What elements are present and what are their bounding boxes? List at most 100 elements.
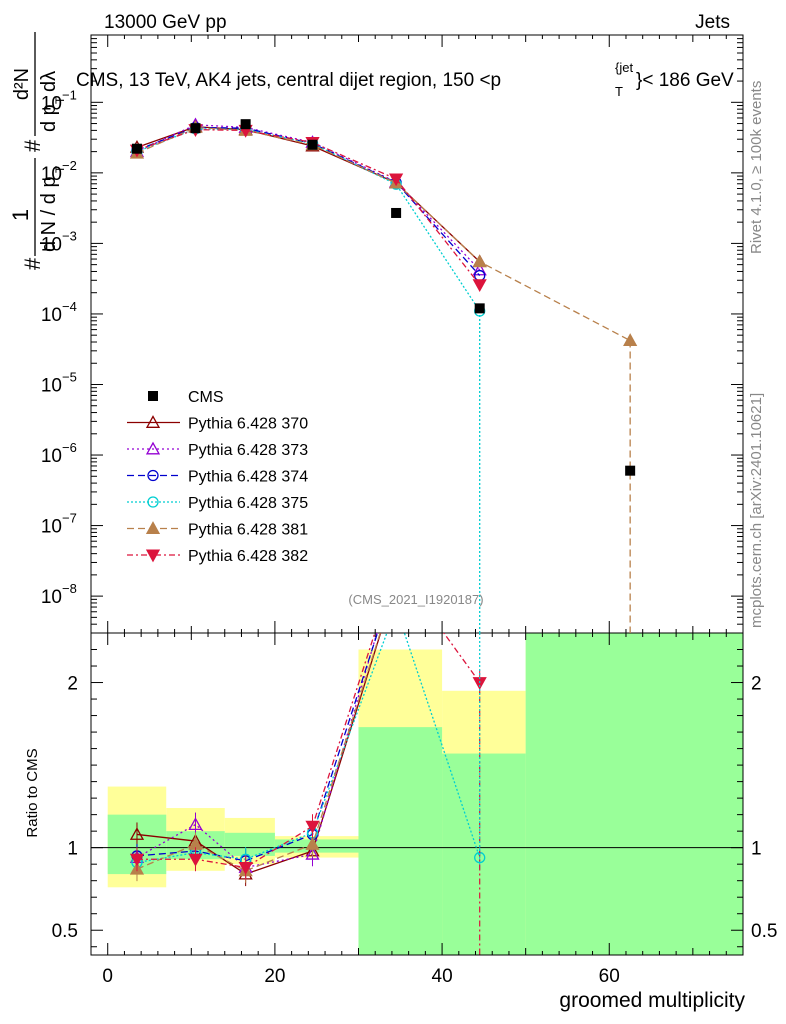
point-s382 xyxy=(388,173,404,187)
y-tick-label-exp: −2 xyxy=(62,158,77,173)
ratio-y-tick-label: 0.5 xyxy=(52,921,78,942)
y-tick-label-exp: −8 xyxy=(62,581,77,596)
y-tick-label: 10 xyxy=(41,234,62,255)
legend-marker xyxy=(148,391,158,401)
legend-item-s370: Pythia 6.428 370 xyxy=(127,415,308,433)
y-tick-label: 10 xyxy=(41,93,62,114)
legend-marker xyxy=(147,496,159,508)
y-tick-label-exp: −7 xyxy=(62,511,77,526)
series-layer xyxy=(129,117,638,955)
ratio-series xyxy=(129,633,487,955)
cms-point xyxy=(190,123,201,134)
plot-title-end: }< 186 GeV xyxy=(636,70,734,91)
y-tick-label: 10 xyxy=(41,375,62,396)
main-series xyxy=(129,117,638,633)
x-axis-label: groomed multiplicity xyxy=(559,989,745,1012)
ratio-plot-frame xyxy=(90,632,744,956)
cms-point xyxy=(240,119,251,130)
ratio-y-tick-label: 2 xyxy=(67,674,78,695)
point-s381 xyxy=(623,333,638,346)
ylabel-frac2-sub: T xyxy=(53,96,67,104)
main-y-axis-label: # 1 d N / d p T # d²N d p T dλ xyxy=(8,32,67,270)
side-label-rivet: Rivet 4.1.0, ≥ 100k events xyxy=(748,81,765,254)
ratio-point-s382 xyxy=(238,862,253,875)
legend-label: Pythia 6.428 382 xyxy=(188,548,308,565)
y-tick-label-exp: −3 xyxy=(62,228,77,243)
ratio-point-s373 xyxy=(188,817,203,830)
plot-title-sup: {jet xyxy=(615,60,633,75)
cms-point xyxy=(391,207,402,218)
series-line-s382 xyxy=(136,128,481,286)
ylabel-frac2-end: dλ xyxy=(38,71,60,92)
y-tick-label: 10 xyxy=(41,517,62,538)
ratio-point-s382 xyxy=(129,853,145,867)
plot-title-sub: T xyxy=(615,84,623,99)
ratio-point-s370 xyxy=(129,827,145,840)
y-tick-label-exp: −5 xyxy=(62,369,77,384)
ratio-y-tick-label-right: 1 xyxy=(751,839,762,860)
x-tick-label: 0 xyxy=(102,966,113,987)
cms-point xyxy=(474,303,485,314)
ylabel-frac2-num: d²N xyxy=(11,68,33,100)
point-s382 xyxy=(472,279,487,293)
ratio-y-axis-label: Ratio to CMS xyxy=(24,748,41,837)
x-tick-label: 40 xyxy=(432,966,453,987)
ratio-line-s374 xyxy=(136,633,379,862)
legend-label: Pythia 6.428 370 xyxy=(188,416,308,433)
plot-title: CMS, 13 TeV, AK4 jets, central dijet reg… xyxy=(76,60,734,99)
ratio-y-tick-label-right: 2 xyxy=(751,674,762,695)
header-right: Jets xyxy=(695,12,730,33)
ylabel-hash2: # xyxy=(20,139,45,152)
ratio-line-s375 xyxy=(136,633,481,864)
legend-marker xyxy=(147,469,159,482)
y-tick-label: 10 xyxy=(41,164,62,185)
ratio-point-s382 xyxy=(305,820,320,834)
ylabel-frac1-num: 1 xyxy=(8,209,33,221)
ylabel-frac2-den: d p xyxy=(38,104,60,132)
legend-label: Pythia 6.428 375 xyxy=(188,495,308,512)
y-tick-label-exp: −4 xyxy=(62,299,77,314)
ylabel-frac1-den: d N / d p xyxy=(38,176,60,252)
legend-label: Pythia 6.428 374 xyxy=(188,469,308,486)
legend: CMS Pythia 6.428 370 Pythia 6.428 373 Pythi… xyxy=(127,389,308,565)
ylabel-frac1-sub: T xyxy=(53,165,67,173)
series-line-s373 xyxy=(136,124,481,271)
cms-point xyxy=(625,465,636,476)
legend-item-s375: Pythia 6.428 375 xyxy=(127,495,308,512)
analysis-id: (CMS_2021_I1920187) xyxy=(348,592,483,607)
cms-point xyxy=(307,139,318,150)
y-tick-label-exp: −6 xyxy=(62,440,77,455)
series-line-s374 xyxy=(136,126,481,276)
legend-item-s374: Pythia 6.428 374 xyxy=(127,469,308,486)
legend-item-s381: Pythia 6.428 381 xyxy=(127,521,308,539)
x-tick-label: 60 xyxy=(599,966,620,987)
ratio-point-s382 xyxy=(188,853,203,867)
y-tick-label: 10 xyxy=(41,446,62,467)
ratio-y-tick-label-right: 0.5 xyxy=(751,921,777,942)
band-green-2 xyxy=(224,832,275,856)
ratio-point-s373 xyxy=(305,846,320,860)
ratio-point-s381 xyxy=(305,837,320,850)
side-label-mcplots: mcplots.cern.ch [arXiv:2401.10621] xyxy=(748,393,765,628)
legend-label: CMS xyxy=(188,389,224,406)
y-tick-label-exp: −1 xyxy=(62,87,77,102)
legend-item-s382: Pythia 6.428 382 xyxy=(127,548,308,565)
legend-marker xyxy=(145,441,161,455)
header-left: 13000 GeV pp xyxy=(104,12,227,33)
cms-point xyxy=(131,143,142,154)
legend-label: Pythia 6.428 381 xyxy=(188,522,308,539)
band-green-4 xyxy=(358,727,443,955)
y-tick-label: 10 xyxy=(41,305,62,326)
legend-marker xyxy=(145,549,161,563)
ratio-uncertainty-bands xyxy=(91,633,743,955)
legend-item-s373: Pythia 6.428 373 xyxy=(127,441,308,459)
series-line-s381 xyxy=(136,126,631,342)
x-tick-label: 20 xyxy=(264,966,285,987)
legend-marker xyxy=(145,521,161,534)
point-s381 xyxy=(472,254,487,268)
band-green-6 xyxy=(525,633,743,955)
plot-title-main: CMS, 13 TeV, AK4 jets, central dijet reg… xyxy=(76,70,501,91)
legend-label: Pythia 6.428 373 xyxy=(188,442,308,459)
